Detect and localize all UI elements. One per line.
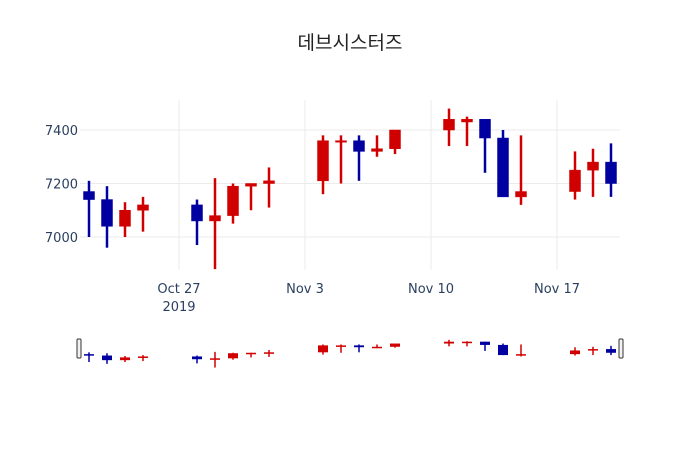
candle[interactable] [227,183,239,224]
x-tick-label: Nov 3 [286,282,324,297]
candle-body [443,119,455,131]
candle-body [569,169,581,192]
slider-candle [390,343,400,348]
slider-candle [210,351,220,368]
candle-body [587,161,599,171]
slider-candle [138,355,148,362]
candle-body [101,199,113,227]
x-tick-label: Nov 10 [408,282,454,297]
slider-candle [372,344,382,349]
candle[interactable] [569,151,581,200]
candle[interactable] [191,199,203,246]
slider-candle [516,344,526,357]
candle-body [191,204,203,222]
slider-candle [462,341,472,347]
slider-candle [570,347,580,356]
range-slider-right-handle[interactable] [618,338,624,359]
candle-body [461,119,473,123]
candle-body [389,129,401,149]
candle-body [209,215,221,222]
candle[interactable] [317,135,329,195]
candle-body [353,140,365,152]
slider-candle [588,346,598,356]
candle-body [479,119,491,139]
candle[interactable] [119,202,131,237]
candle[interactable] [371,135,383,157]
candle-body [497,137,509,198]
x-axis: Oct 27 2019 Nov 3 Nov 10 Nov 17 [157,282,580,315]
range-slider-candles [84,339,616,368]
candle-body [515,191,527,198]
slider-candle [264,350,274,357]
slider-candle [480,341,490,351]
slider-candle [318,344,328,355]
grid-lines [80,100,620,270]
candle-body [605,161,617,184]
y-tick-label: 7200 [45,178,78,193]
range-slider[interactable] [76,338,624,368]
candle[interactable] [245,183,257,211]
candle-body [317,140,329,182]
y-tick-label: 7000 [45,231,78,246]
x-tick-label: Oct 27 [157,282,200,297]
candle[interactable] [443,108,455,147]
range-slider-left-handle[interactable] [76,338,82,359]
candle-body [245,183,257,187]
slider-candle [228,352,238,360]
slider-candle [192,355,202,364]
x-tick-year-label: 2019 [162,300,195,315]
candle[interactable] [263,167,275,208]
candle-series[interactable] [83,108,617,270]
slider-candle [354,344,364,353]
x-tick-label: Nov 17 [534,282,580,297]
candle-body [137,204,149,211]
candle-body [119,210,131,227]
candle[interactable] [83,180,95,237]
candle[interactable] [137,196,149,232]
slider-candle [606,345,616,356]
candle-body [371,148,383,152]
candle-body [335,140,347,143]
candle[interactable] [209,178,221,270]
candle[interactable] [335,135,347,184]
candle[interactable] [461,116,473,147]
candle[interactable] [515,135,527,205]
candle[interactable] [497,130,509,198]
candle-body [263,180,275,184]
y-axis: 7000 7200 7400 [45,124,78,246]
slider-candle [336,344,346,353]
slider-candle [444,339,454,347]
slider-candle [102,353,112,364]
slider-candle [246,352,256,358]
candle-body [227,185,239,216]
y-tick-label: 7400 [45,124,78,139]
candle[interactable] [353,135,365,181]
candle[interactable] [101,186,113,248]
candle[interactable] [587,148,599,197]
slider-candle [498,343,508,356]
candle[interactable] [479,119,491,173]
chart-title: 데브시스터즈 [297,32,403,54]
candle[interactable] [605,143,617,197]
slider-candle [120,356,130,362]
candle[interactable] [389,129,401,155]
candle-body [83,191,95,200]
slider-candle [84,352,94,362]
